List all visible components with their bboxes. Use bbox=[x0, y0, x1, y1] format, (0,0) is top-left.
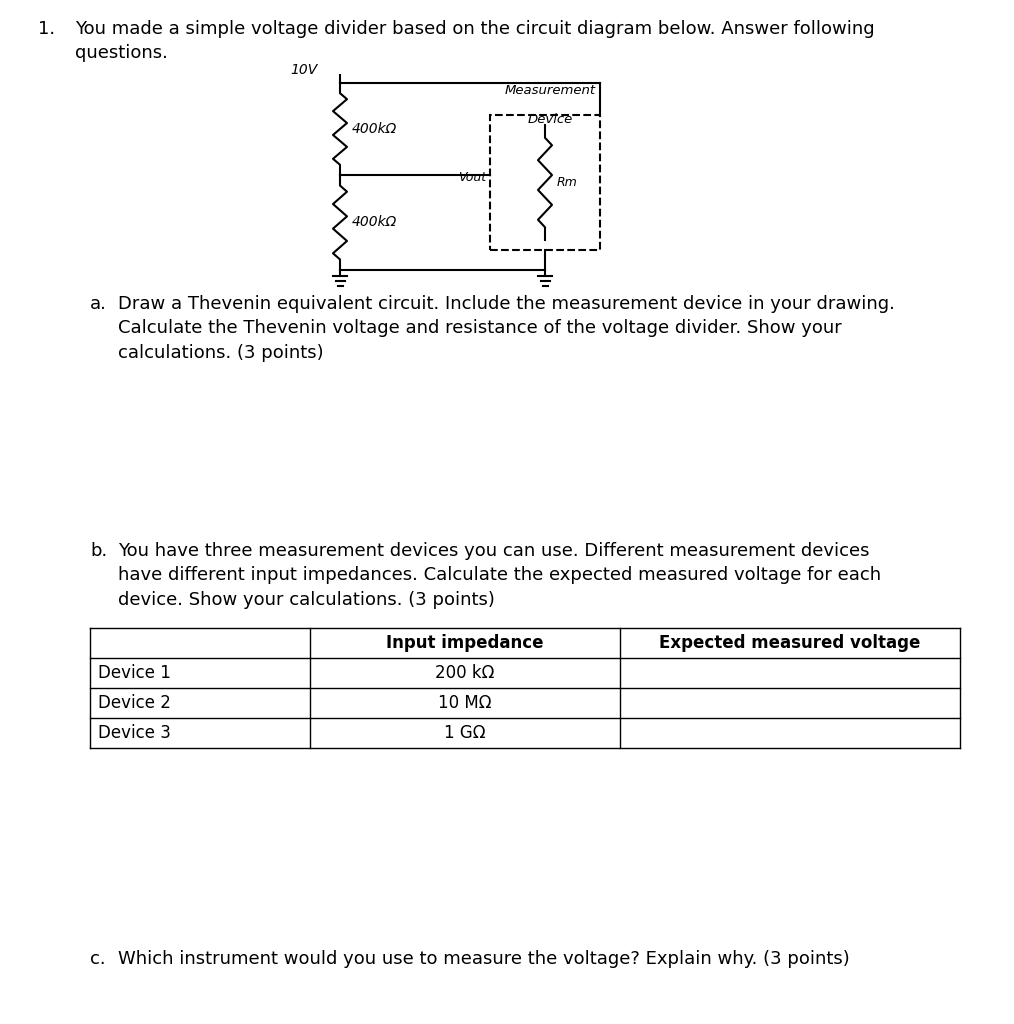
Text: Device 1: Device 1 bbox=[98, 664, 171, 682]
Text: Input impedance: Input impedance bbox=[386, 634, 544, 652]
Text: a.: a. bbox=[90, 295, 106, 313]
Text: b.: b. bbox=[90, 542, 107, 560]
Text: 1 GΩ: 1 GΩ bbox=[444, 724, 486, 742]
Text: Measurement: Measurement bbox=[504, 84, 595, 97]
Text: You have three measurement devices you can use. Different measurement devices
ha: You have three measurement devices you c… bbox=[118, 542, 881, 608]
Text: You made a simple voltage divider based on the circuit diagram below. Answer fol: You made a simple voltage divider based … bbox=[75, 20, 875, 62]
Text: 1.: 1. bbox=[38, 20, 55, 38]
Text: Expected measured voltage: Expected measured voltage bbox=[659, 634, 921, 652]
Text: Vout: Vout bbox=[458, 171, 486, 184]
Text: 200 kΩ: 200 kΩ bbox=[435, 664, 495, 682]
Text: Device 2: Device 2 bbox=[98, 694, 171, 712]
Text: 10 MΩ: 10 MΩ bbox=[438, 694, 492, 712]
Text: Device: Device bbox=[527, 113, 573, 126]
Text: c.: c. bbox=[90, 950, 105, 968]
Text: Rm: Rm bbox=[557, 176, 578, 189]
Text: 10V: 10V bbox=[291, 63, 318, 77]
Text: 400kΩ: 400kΩ bbox=[352, 122, 397, 136]
Text: Draw a Thevenin equivalent circuit. Include the measurement device in your drawi: Draw a Thevenin equivalent circuit. Incl… bbox=[118, 295, 895, 361]
Bar bbox=[490, 115, 600, 250]
Text: Device 3: Device 3 bbox=[98, 724, 171, 742]
Text: Which instrument would you use to measure the voltage? Explain why. (3 points): Which instrument would you use to measur… bbox=[118, 950, 850, 968]
Text: 400kΩ: 400kΩ bbox=[352, 215, 397, 229]
